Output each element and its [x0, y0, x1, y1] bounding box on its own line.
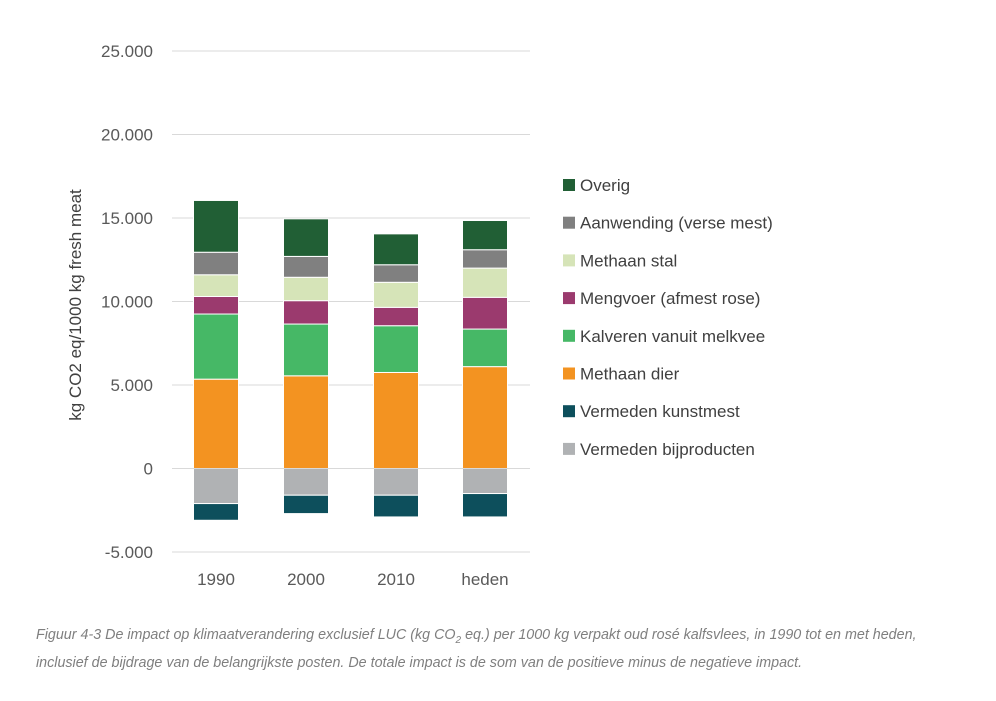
bar-segment	[283, 255, 329, 278]
bar-segment	[373, 281, 419, 308]
bar-segment	[193, 251, 239, 276]
bar-segment	[283, 218, 329, 257]
bar-segment	[462, 366, 508, 470]
y-axis-ticks: -5.000 0 5.000 10.000 15.000 20.000 25.000	[101, 42, 153, 562]
bar-segment	[373, 306, 419, 327]
y-tick-label: 0	[144, 460, 153, 479]
legend-swatch	[563, 216, 575, 229]
legend-label: Overig	[580, 176, 630, 195]
y-tick-label: 10.000	[101, 293, 153, 312]
y-tick-label: 25.000	[101, 42, 153, 61]
bar-segment	[193, 378, 239, 469]
x-tick-label: heden	[461, 570, 508, 589]
y-axis-label: kg CO2 eq/1000 kg fresh meat	[66, 189, 85, 421]
y-tick-label: 5.000	[110, 376, 153, 395]
bar-segment	[283, 276, 329, 302]
legend-swatch	[563, 179, 575, 191]
legend-label: Mengvoer (afmest rose)	[580, 289, 760, 308]
caption-subscript: 2	[455, 634, 462, 646]
figure-caption: Figuur 4-3 De impact op klimaatveranderi…	[36, 624, 971, 675]
bar-segment	[193, 274, 239, 297]
bar-segment	[193, 199, 239, 253]
legend-swatch	[563, 405, 575, 418]
y-tick-label: -5.000	[105, 543, 153, 562]
legend-swatch	[563, 367, 575, 380]
legend-swatch	[563, 329, 575, 342]
legend: Overig Aanwending (verse mest) Methaan sta…	[563, 176, 773, 459]
bar-segment	[462, 328, 508, 368]
bar-segment	[373, 371, 419, 470]
bar-segment	[373, 325, 419, 373]
legend-swatch	[563, 254, 575, 267]
stacked-bar-chart: -5.000 0 5.000 10.000 15.000 20.000 25.000 199…	[66, 42, 773, 589]
bar-segment	[193, 295, 239, 315]
bar-segment	[462, 468, 508, 495]
bar-segment	[462, 267, 508, 298]
bar-segment	[193, 468, 239, 505]
x-axis-ticks: 1990 2000 2010 heden	[197, 570, 509, 589]
legend-label: Vermeden kunstmest	[580, 402, 740, 421]
bar-segment	[462, 220, 508, 251]
bar-segment	[283, 300, 329, 325]
bar-segment	[462, 493, 508, 518]
legend-swatch	[563, 292, 575, 305]
bar-segment	[373, 233, 419, 266]
bar-segment	[193, 503, 239, 521]
caption-part1: Figuur 4-3 De impact op klimaatveranderi…	[36, 627, 456, 643]
legend-swatch	[563, 442, 575, 455]
bar-segment	[373, 264, 419, 283]
bar-segment	[193, 313, 239, 380]
x-tick-label: 2010	[377, 570, 415, 589]
y-tick-label: 15.000	[101, 209, 153, 228]
y-tick-label: 20.000	[101, 126, 153, 145]
bar-segment	[462, 249, 508, 269]
bars	[172, 199, 530, 521]
x-tick-label: 2000	[287, 570, 325, 589]
bar-segment	[373, 494, 419, 518]
legend-label: Methaan dier	[580, 365, 680, 384]
legend-label: Aanwending (verse mest)	[580, 214, 773, 233]
legend-label: Kalveren vanuit melkvee	[580, 327, 765, 346]
bar-segment	[373, 468, 419, 496]
caption-part2: eq.) per 1000 kg verpakt oud rosé kalfsv…	[36, 627, 917, 672]
bar-segment	[283, 468, 329, 496]
bar-segment	[283, 494, 329, 515]
bar-segment	[283, 375, 329, 469]
legend-label: Vermeden bijproducten	[580, 440, 755, 459]
x-tick-label: 1990	[197, 570, 235, 589]
bar-segment	[283, 323, 329, 377]
legend-label: Methaan stal	[580, 251, 677, 270]
bar-segment	[462, 296, 508, 330]
